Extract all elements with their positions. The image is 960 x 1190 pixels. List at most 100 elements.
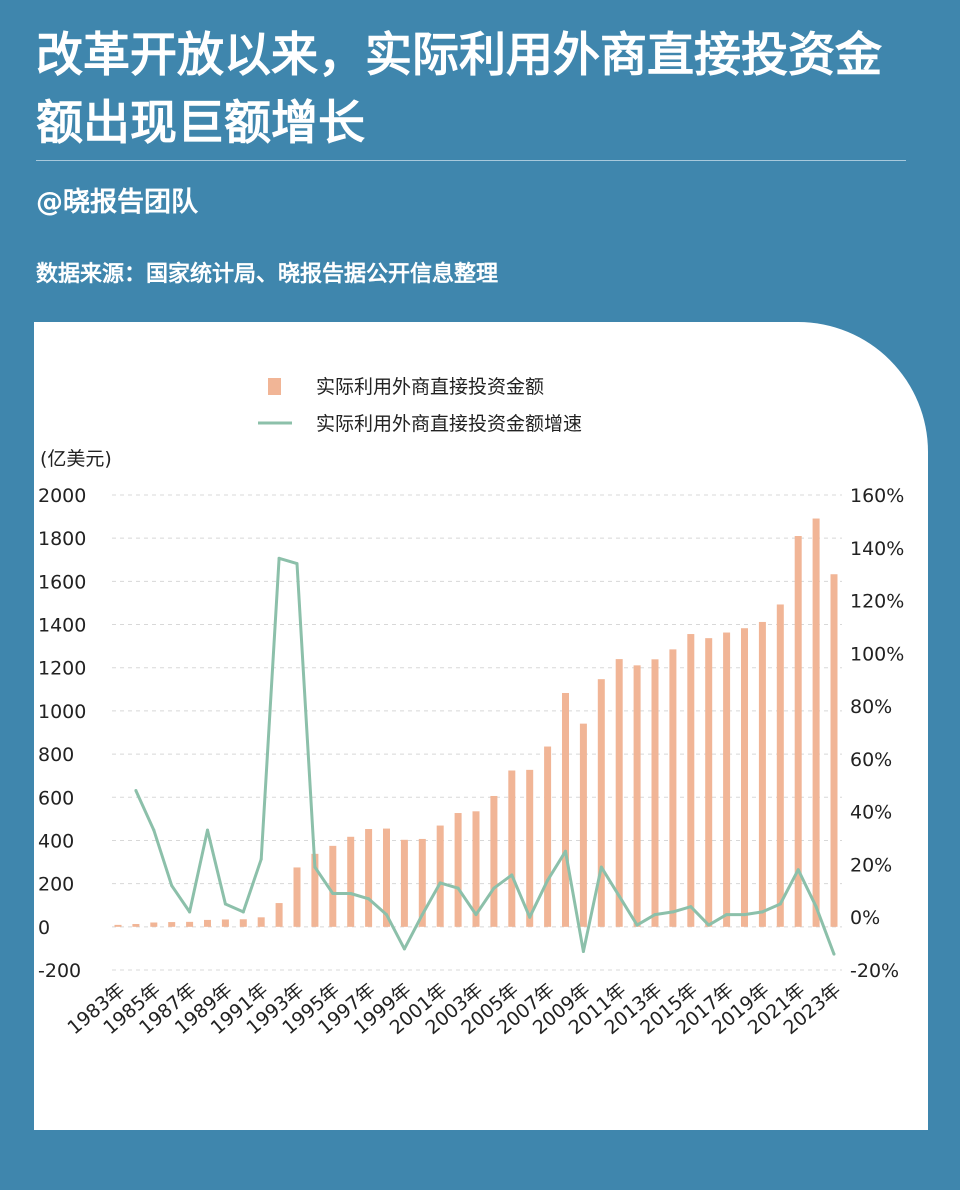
y2-tick-label: 140% (850, 538, 904, 560)
line-point (671, 910, 675, 914)
line-point (456, 886, 460, 890)
bar (454, 813, 462, 927)
bar (812, 518, 820, 927)
y-tick-label: 400 (38, 830, 74, 852)
bar (186, 921, 194, 927)
y-tick-label: 0 (38, 917, 50, 939)
y2-tick-label: 120% (850, 591, 904, 613)
gridlines (112, 494, 842, 971)
line-point (349, 891, 353, 895)
bar (562, 692, 569, 927)
x-axis-ticks: 1983年1985年1987年1989年1991年1993年1995年1997年… (63, 979, 845, 1039)
bar (579, 723, 587, 927)
bar (472, 811, 480, 927)
bar (114, 924, 122, 927)
bar (794, 536, 802, 927)
line-point (814, 905, 818, 909)
bar (633, 665, 641, 927)
line-point (420, 913, 424, 917)
left-axis-ticks: -200 0 200 400 600 800 1000 1200 1400 1600 1800 200… (38, 485, 86, 982)
bar (257, 917, 265, 927)
bar (168, 922, 176, 927)
bar (615, 659, 623, 927)
line-point (743, 913, 746, 917)
bar (239, 919, 247, 927)
line-point (546, 878, 550, 882)
bar (705, 638, 713, 927)
legend-bar-label: 实际利用外商直接投资金额 (316, 376, 544, 398)
line-point (385, 913, 388, 917)
bar (293, 867, 301, 927)
line-point (725, 913, 729, 917)
bar (830, 574, 838, 927)
y-tick-label: 1800 (38, 528, 86, 550)
bar (490, 795, 498, 927)
line-point (331, 891, 335, 895)
bar (526, 769, 534, 927)
line-point (241, 910, 245, 914)
line-point (707, 923, 711, 927)
legend: 实际利用外商直接投资金额 实际利用外商直接投资金额增速 (258, 376, 582, 435)
bar (383, 828, 390, 927)
y2-tick-label: 60% (850, 749, 892, 771)
line-point (778, 902, 782, 906)
bar (741, 628, 748, 927)
y-axis-unit: (亿美元) (40, 448, 112, 470)
y-tick-label: 1000 (38, 701, 86, 723)
line-point (134, 789, 138, 793)
line-point (474, 913, 478, 917)
bar (132, 924, 140, 927)
y2-tick-label: 160% (850, 485, 904, 507)
y-tick-label: 800 (38, 744, 74, 766)
line-point (188, 910, 192, 914)
line-point (206, 828, 209, 832)
bar (400, 839, 408, 927)
legend-bar-swatch (268, 378, 281, 395)
line-point (832, 952, 836, 956)
line-series (134, 556, 836, 956)
data-source: 数据来源：国家统计局、晓报告据公开信息整理 (36, 262, 499, 287)
bar (723, 632, 731, 927)
line-point (689, 905, 693, 909)
right-axis-ticks: -20% 0% 20% 40% 60% 80% 100% 120% 140% 160% (850, 485, 904, 982)
chart: 实际利用外商直接投资金额 实际利用外商直接投资金额增速 (亿美元) -200 0 2… (38, 376, 904, 1039)
y2-tick-label: 80% (850, 696, 892, 718)
y2-tick-label: -20% (850, 960, 899, 982)
author-credit: @晓报告团队 (36, 187, 198, 218)
line-point (313, 865, 317, 869)
line-point (617, 894, 621, 898)
growth-line (134, 556, 836, 955)
line-point (152, 828, 156, 832)
bar (687, 634, 695, 927)
line-point (653, 913, 657, 917)
y-tick-label: 2000 (38, 485, 86, 507)
bar (311, 853, 319, 927)
line-point (277, 556, 281, 560)
line-point (528, 915, 532, 919)
bar (436, 825, 444, 927)
legend-line-label: 实际利用外商直接投资金额增速 (316, 413, 582, 435)
y2-tick-label: 0% (850, 907, 880, 929)
y2-tick-label: 100% (850, 643, 904, 665)
bar (365, 829, 373, 927)
bar (275, 903, 283, 927)
chart-card: 实际利用外商直接投资金额 实际利用外商直接投资金额增速 (亿美元) -200 0 2… (34, 322, 928, 1130)
y2-tick-label: 20% (850, 854, 892, 876)
line-point (223, 902, 227, 906)
bar (150, 922, 158, 927)
line-point (581, 950, 585, 954)
bar (508, 770, 516, 927)
line-point (564, 849, 567, 853)
bar (347, 836, 355, 927)
bar (651, 659, 659, 927)
line-point (438, 881, 442, 885)
bar-series (114, 518, 838, 927)
page-title: 改革开放以来，实际利用外商直接投资金额出现巨额增长 (36, 28, 882, 151)
y-tick-label: 1600 (38, 571, 86, 593)
y2-tick-label: 40% (850, 802, 892, 824)
line-point (599, 865, 603, 869)
y-tick-label: 1400 (38, 615, 86, 637)
y-tick-label: 200 (38, 874, 74, 896)
line-point (170, 884, 174, 888)
line-point (796, 868, 800, 872)
